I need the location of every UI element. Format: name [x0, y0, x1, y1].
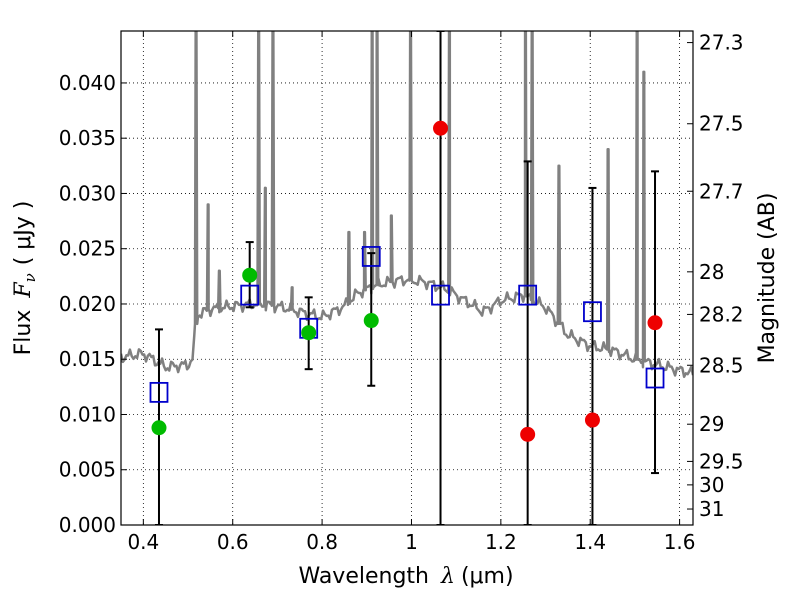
x-tick-label: 0.8 [306, 530, 338, 554]
detection-point [301, 325, 317, 341]
x-axis-label: Wavelength λ (μm) [298, 564, 513, 589]
y2-tick-label: 29.5 [699, 449, 744, 473]
model-box-marker [518, 284, 538, 306]
tick-layer: 0.4 0.6 0.8 1 1.2 1.4 1.6 0.000 0.005 0.010 0.015 0… [59, 31, 744, 554]
y2-tick-label: 30 [699, 473, 724, 497]
detection-point [363, 313, 379, 329]
x-tick-label: 1.4 [574, 530, 606, 554]
model-box-marker [583, 301, 602, 323]
y-tick-label: 0.025 [59, 237, 116, 261]
spectrum-line [121, 31, 693, 379]
x-tick-label: 1.2 [485, 530, 517, 554]
y-tick-label: 0.000 [59, 513, 116, 537]
model-box-marker [431, 284, 450, 306]
y2-tick-label: 27.5 [699, 112, 744, 136]
y2-tick-label: 28.2 [699, 302, 744, 326]
y-tick-label: 0.040 [59, 71, 116, 95]
model-box-marker [361, 246, 381, 267]
y2-tick-label: 28.5 [699, 353, 744, 377]
detection-point [242, 267, 258, 283]
y-axis-label: FluxFν( μJy ) [11, 201, 39, 356]
non-detection-point [433, 120, 449, 136]
model-box-marker [645, 367, 665, 389]
y2-tick-label: 28 [699, 260, 724, 284]
y2-tick-label: 27.3 [699, 31, 744, 55]
detection-point [151, 420, 167, 436]
model-box-marker [149, 381, 169, 403]
y-tick-label: 0.035 [59, 126, 116, 150]
x-tick-label: 0.4 [127, 530, 159, 554]
model-box-marker [240, 284, 260, 306]
y2-tick-label: 31 [699, 497, 724, 521]
x-tick-label: 0.6 [217, 530, 249, 554]
x-tick-label: 1 [405, 530, 418, 554]
plot-frame [120, 30, 694, 526]
y2-tick-label: 27.7 [699, 179, 744, 203]
non-detection-point [647, 315, 663, 331]
y2-tick-label: 29 [699, 412, 724, 436]
marker-layer [149, 120, 665, 442]
non-detection-point [520, 426, 536, 442]
y-tick-label: 0.015 [59, 347, 116, 371]
y-tick-label: 0.010 [59, 402, 116, 426]
y-tick-label: 0.030 [59, 181, 116, 205]
plot-background [121, 31, 693, 525]
non-detection-point [584, 412, 600, 428]
y-tick-label: 0.020 [59, 292, 116, 316]
x-tick-label: 1.6 [664, 530, 696, 554]
spectrum-layer [121, 31, 693, 379]
y2-axis-label: Magnitude (AB) [755, 193, 780, 364]
y-tick-label: 0.005 [59, 458, 116, 482]
